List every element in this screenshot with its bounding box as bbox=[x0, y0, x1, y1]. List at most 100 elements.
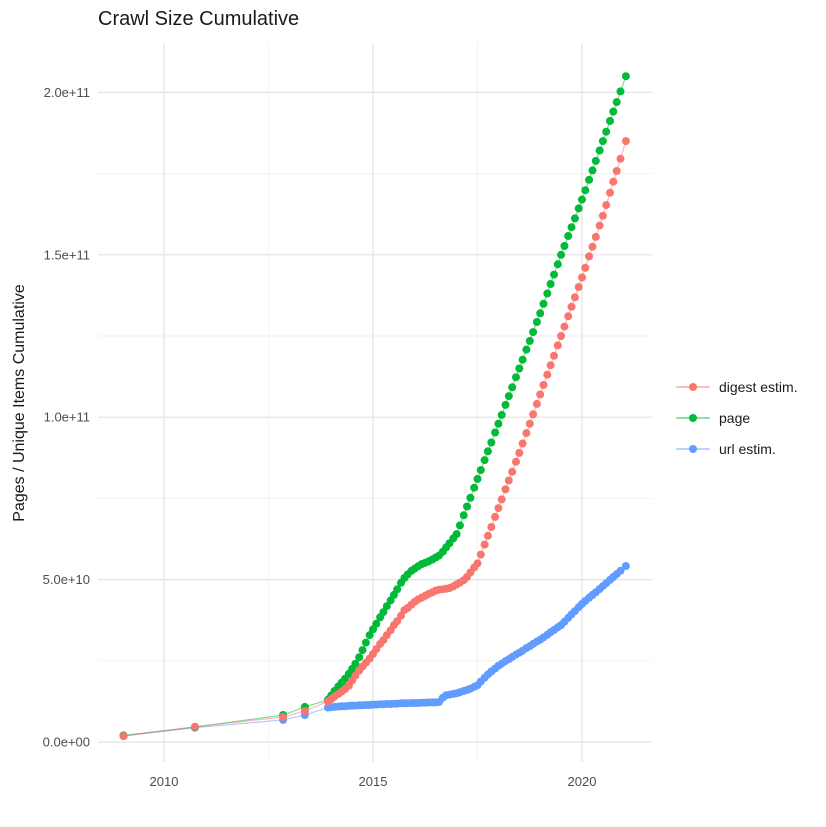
data-point bbox=[574, 204, 583, 213]
data-point bbox=[578, 195, 586, 204]
x-tick-label: 2020 bbox=[568, 774, 597, 789]
y-tick-label: 5.0e+10 bbox=[43, 572, 90, 587]
data-point bbox=[358, 646, 367, 655]
data-point bbox=[581, 186, 590, 195]
data-point bbox=[546, 280, 555, 288]
data-point bbox=[606, 117, 614, 125]
series-digest-estim bbox=[119, 137, 630, 741]
data-point bbox=[494, 419, 503, 428]
data-point bbox=[567, 223, 576, 232]
data-point bbox=[570, 293, 579, 302]
data-point bbox=[497, 495, 506, 504]
legend: digest estim. page url estim. bbox=[676, 376, 798, 460]
data-point bbox=[560, 242, 569, 250]
data-point bbox=[491, 428, 500, 437]
data-point bbox=[455, 521, 464, 530]
data-point bbox=[581, 263, 590, 272]
data-point bbox=[525, 419, 534, 428]
data-point bbox=[300, 707, 309, 716]
data-point bbox=[598, 137, 607, 146]
data-point bbox=[483, 531, 492, 540]
legend-label: page bbox=[719, 410, 751, 426]
data-point bbox=[393, 585, 402, 594]
x-tick-label: 2010 bbox=[150, 774, 179, 789]
data-point bbox=[351, 659, 360, 668]
data-point bbox=[480, 540, 489, 549]
chart-title: Crawl Size Cumulative bbox=[98, 8, 299, 30]
data-point bbox=[560, 322, 569, 331]
data-point bbox=[557, 332, 566, 340]
data-point bbox=[501, 485, 510, 494]
data-point bbox=[588, 242, 597, 251]
data-point bbox=[567, 302, 576, 311]
data-point bbox=[487, 523, 496, 531]
data-point bbox=[612, 167, 621, 175]
data-point bbox=[595, 146, 604, 155]
data-point bbox=[564, 312, 573, 321]
y-tick-label: 0.0e+00 bbox=[43, 735, 90, 750]
legend-marker-page-icon bbox=[676, 411, 710, 425]
data-point bbox=[543, 370, 552, 379]
data-point bbox=[546, 361, 555, 370]
data-point bbox=[382, 602, 391, 611]
data-point bbox=[616, 566, 625, 575]
data-point bbox=[379, 608, 388, 617]
data-point bbox=[591, 232, 600, 241]
x-axis-tick-labels: 2010 2015 2020 bbox=[150, 774, 597, 789]
data-point bbox=[473, 474, 482, 483]
data-point bbox=[621, 72, 630, 81]
data-point bbox=[602, 201, 611, 210]
x-tick-label: 2015 bbox=[359, 774, 388, 789]
data-point bbox=[550, 351, 558, 360]
data-point bbox=[585, 175, 594, 184]
y-axis-tick-labels: 0.0e+00 5.0e+10 1.0e+11 1.5e+11 2.0e+11 bbox=[43, 85, 90, 750]
legend-marker-url-icon bbox=[676, 442, 710, 456]
y-axis-title: Pages / Unique Items Cumulative bbox=[11, 284, 28, 522]
legend-label: digest estim. bbox=[719, 379, 798, 395]
data-point bbox=[491, 512, 500, 521]
legend-item-page: page bbox=[676, 407, 798, 429]
data-point bbox=[532, 399, 541, 408]
data-point bbox=[595, 221, 604, 230]
data-point bbox=[536, 390, 545, 399]
data-point bbox=[459, 511, 468, 520]
data-point bbox=[279, 713, 288, 721]
legend-item-url-estim: url estim. bbox=[676, 438, 798, 460]
data-point bbox=[557, 250, 566, 259]
data-point bbox=[480, 456, 489, 465]
data-point bbox=[452, 530, 461, 539]
data-point bbox=[591, 156, 600, 165]
data-point bbox=[616, 87, 625, 96]
data-point bbox=[616, 154, 625, 163]
data-point bbox=[487, 438, 496, 447]
data-series-layer bbox=[119, 72, 630, 741]
data-point bbox=[550, 270, 558, 279]
data-point bbox=[473, 559, 482, 568]
legend-item-digest-estim: digest estim. bbox=[676, 376, 798, 398]
data-point bbox=[476, 550, 485, 559]
data-point bbox=[466, 493, 475, 502]
data-point bbox=[504, 476, 513, 485]
data-point bbox=[518, 439, 527, 448]
data-point bbox=[463, 502, 471, 511]
data-point bbox=[553, 260, 562, 269]
data-point bbox=[612, 98, 621, 107]
data-point bbox=[585, 252, 594, 261]
data-point bbox=[501, 400, 510, 409]
data-point bbox=[372, 619, 381, 628]
y-tick-label: 2.0e+11 bbox=[44, 85, 90, 100]
data-point bbox=[361, 638, 370, 647]
data-point bbox=[476, 466, 485, 475]
data-point bbox=[539, 299, 548, 308]
data-point bbox=[508, 467, 517, 476]
data-point bbox=[512, 373, 520, 382]
data-point bbox=[598, 211, 607, 220]
data-point bbox=[529, 410, 538, 419]
data-point bbox=[609, 107, 618, 116]
data-point bbox=[570, 214, 579, 223]
series-url-estim bbox=[119, 562, 630, 740]
data-point bbox=[606, 188, 614, 197]
data-point bbox=[515, 448, 524, 457]
